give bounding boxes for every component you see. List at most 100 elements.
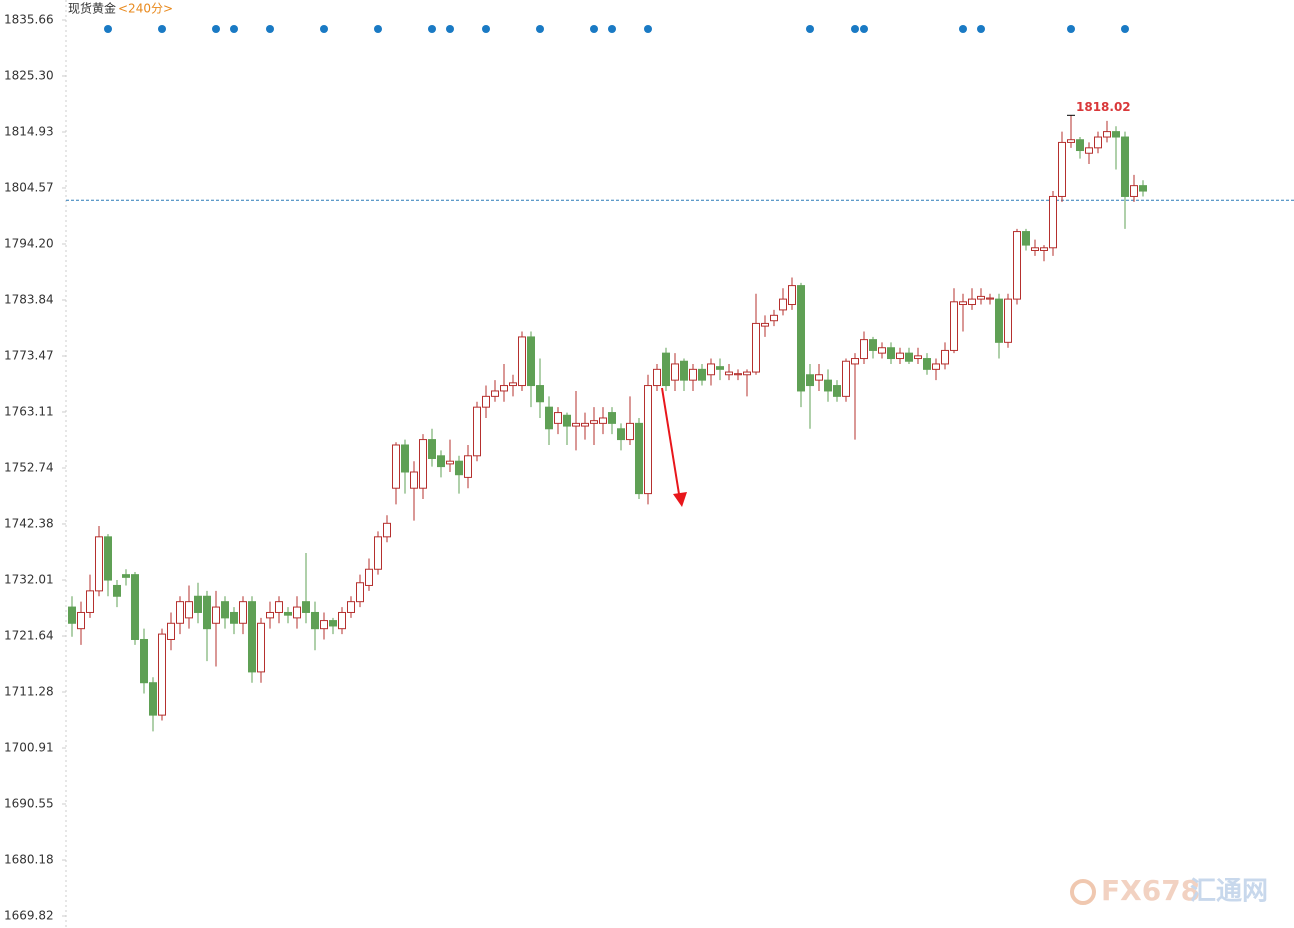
candle-body bbox=[914, 355, 922, 360]
candle-body bbox=[734, 373, 742, 376]
candle-body bbox=[698, 368, 706, 381]
candle-body bbox=[509, 382, 517, 387]
candle-body bbox=[599, 417, 607, 424]
candle-body bbox=[1049, 195, 1057, 249]
candle-body bbox=[464, 455, 472, 478]
candle-body bbox=[644, 385, 652, 495]
y-tick-label: 1804.57 bbox=[4, 180, 54, 194]
y-tick-label: 1783.84 bbox=[4, 292, 54, 306]
candle-body bbox=[113, 584, 121, 597]
candle-body bbox=[167, 622, 175, 640]
candle-body bbox=[194, 595, 202, 613]
y-tick-label: 1773.47 bbox=[4, 349, 54, 363]
candle-body bbox=[473, 406, 481, 457]
candle-body bbox=[860, 339, 868, 360]
y-tick-label: 1794.20 bbox=[4, 237, 54, 251]
candle-body bbox=[797, 285, 805, 392]
candle-body bbox=[545, 406, 553, 430]
candle-body bbox=[1121, 136, 1129, 197]
chart-title: 现货黄金 bbox=[68, 1, 116, 16]
candle-body bbox=[230, 611, 238, 624]
candle-body bbox=[158, 633, 166, 716]
candle-body bbox=[293, 606, 301, 619]
candle-body bbox=[491, 390, 499, 397]
y-tick-label: 1700.91 bbox=[4, 741, 54, 755]
candle-body bbox=[959, 301, 967, 306]
candle-body bbox=[869, 339, 877, 351]
candle-body bbox=[806, 374, 814, 387]
candle-body bbox=[284, 611, 292, 616]
candle-body bbox=[617, 428, 625, 441]
candle-body bbox=[428, 439, 436, 459]
watermark-logo bbox=[1070, 879, 1096, 905]
candle-body bbox=[203, 595, 211, 630]
candle-body bbox=[635, 422, 643, 495]
candle-body bbox=[752, 322, 760, 373]
candle-body bbox=[572, 422, 580, 427]
candle-body bbox=[1004, 298, 1012, 343]
candle-body bbox=[1031, 247, 1039, 251]
candle-body bbox=[761, 322, 769, 327]
candle-body bbox=[446, 460, 454, 465]
candle-body bbox=[905, 352, 913, 362]
candle-body bbox=[1076, 139, 1084, 152]
candle-body bbox=[986, 297, 994, 300]
candle-body bbox=[518, 336, 526, 387]
candle-body bbox=[68, 606, 76, 624]
candle-body bbox=[707, 363, 715, 376]
candle-body bbox=[1130, 185, 1138, 197]
candle-body bbox=[968, 298, 976, 306]
candle-body bbox=[266, 611, 274, 619]
candle-body bbox=[653, 368, 661, 387]
candle-body bbox=[941, 349, 949, 365]
y-tick-label: 1669.82 bbox=[4, 909, 54, 923]
candle-body bbox=[563, 414, 571, 427]
candle-body bbox=[455, 460, 463, 476]
candle-body bbox=[554, 412, 562, 424]
candle-body bbox=[1103, 131, 1111, 138]
candle-body bbox=[716, 366, 724, 370]
event-markers bbox=[104, 25, 1129, 33]
y-tick-label: 1680.18 bbox=[4, 853, 54, 867]
candle-body bbox=[401, 444, 409, 473]
candle-body bbox=[131, 574, 139, 640]
candle-body bbox=[725, 371, 733, 376]
candle-body bbox=[122, 574, 130, 578]
candle-body bbox=[833, 385, 841, 397]
y-tick-label: 1835.66 bbox=[4, 13, 54, 27]
y-tick-label: 1814.93 bbox=[4, 125, 54, 139]
candle-body bbox=[1040, 247, 1048, 251]
trend-arrow bbox=[661, 387, 687, 507]
candle-body bbox=[1094, 136, 1102, 149]
candle-body bbox=[1022, 231, 1030, 246]
candle-body bbox=[140, 638, 148, 684]
candle-body bbox=[356, 582, 364, 603]
candle-body bbox=[977, 295, 985, 300]
watermark-cn: 汇通网 bbox=[1190, 877, 1268, 907]
candle-body bbox=[923, 358, 931, 370]
candle-body bbox=[374, 536, 382, 570]
candle-body bbox=[842, 360, 850, 397]
candle-body bbox=[590, 420, 598, 424]
candle-body bbox=[392, 444, 400, 489]
candle-body bbox=[743, 371, 751, 376]
candle-body bbox=[1112, 131, 1120, 138]
candle-body bbox=[419, 439, 427, 489]
y-tick-label: 1690.55 bbox=[4, 797, 54, 811]
high-label: 1818.02 bbox=[1076, 100, 1131, 114]
candle-body bbox=[815, 374, 823, 381]
candle-body bbox=[482, 395, 490, 408]
candle-body bbox=[365, 568, 373, 586]
candle-body bbox=[320, 620, 328, 630]
candle-body bbox=[824, 379, 832, 392]
candle-body bbox=[950, 301, 958, 351]
candle-body bbox=[671, 363, 679, 381]
candle-body bbox=[500, 385, 508, 392]
y-tick-label: 1752.74 bbox=[4, 461, 54, 475]
candle-body bbox=[338, 611, 346, 630]
y-tick-label: 1721.64 bbox=[4, 629, 54, 643]
candle-body bbox=[329, 620, 337, 627]
candle-body bbox=[1013, 231, 1021, 300]
y-tick-label: 1825.30 bbox=[4, 68, 54, 82]
